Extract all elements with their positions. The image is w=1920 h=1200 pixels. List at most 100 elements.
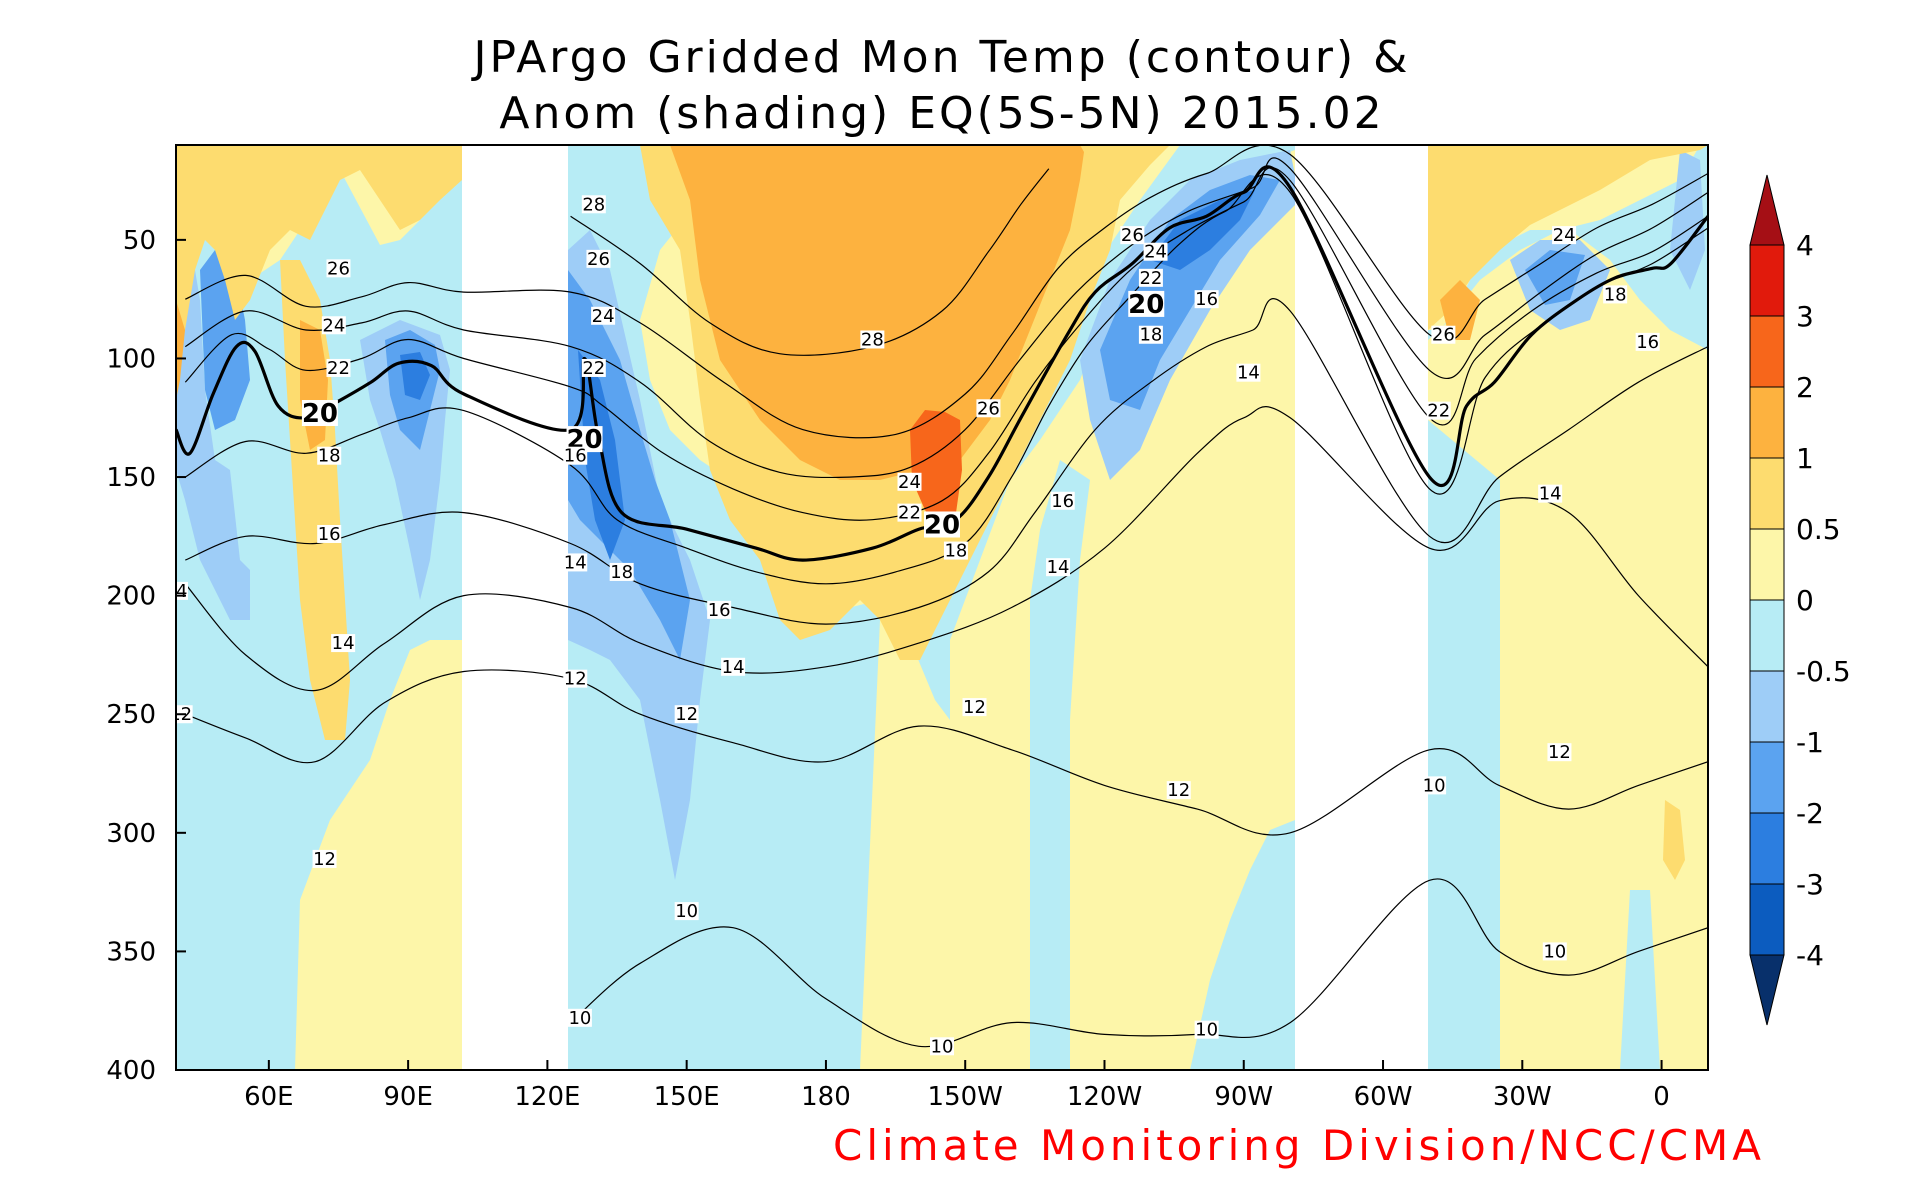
contour-line-16 <box>185 298 1708 625</box>
colorbar-level-label: 4 <box>1796 229 1814 262</box>
contour-label-bg <box>1138 325 1163 344</box>
missing-data-strip <box>462 145 568 1070</box>
contour-label-bg <box>1542 942 1567 961</box>
colorbar-level-label: 2 <box>1796 371 1814 404</box>
contour-label-bg <box>707 600 732 619</box>
missing-data-strip <box>1295 145 1428 1070</box>
contour-label: 10 <box>1543 941 1566 962</box>
contour-line-26 <box>185 145 1708 439</box>
colorbar-box <box>1749 741 1785 814</box>
colorbar-box <box>1749 244 1785 317</box>
colorbar-box <box>1749 315 1785 388</box>
contour-label-bg <box>326 259 351 278</box>
contour-label-bg <box>897 503 922 522</box>
temperature-contours <box>176 145 1708 1048</box>
contour-label: 14 <box>1237 363 1260 384</box>
anomaly-patch <box>1080 145 1170 200</box>
x-tick-label: 90E <box>383 1082 433 1112</box>
contour-label: 18 <box>1604 284 1627 305</box>
contour-label: 14 <box>332 633 355 654</box>
y-tick-label: 350 <box>106 937 156 967</box>
contour-label-bg <box>943 541 968 560</box>
y-tick-label: 400 <box>106 1056 156 1086</box>
contour-label: 10 <box>1195 1020 1218 1041</box>
anomaly-patch <box>1440 280 1480 340</box>
contour-line-20 <box>176 165 1708 562</box>
contour-label: 18 <box>1139 325 1162 346</box>
y-tick-label: 300 <box>106 819 156 849</box>
contour-label-bg <box>1547 743 1572 762</box>
contour-line-24 <box>184 157 1708 479</box>
contour-label: 12 <box>1167 780 1190 801</box>
contour-label: 12 <box>313 849 336 870</box>
anomaly-patch <box>176 300 185 400</box>
anomaly-patch <box>1100 175 1280 410</box>
x-tick-label: 150W <box>928 1082 1003 1112</box>
anomaly-patch <box>1150 190 1255 270</box>
x-tick-label: 120E <box>514 1082 580 1112</box>
contour-label-bg <box>331 634 356 653</box>
colorbar-box <box>1749 883 1785 956</box>
contour-label-bg <box>1236 363 1261 382</box>
contour-label: 28 <box>861 329 884 350</box>
contour-label-bg <box>1194 290 1219 309</box>
y-tick-label: 250 <box>106 700 156 730</box>
contour-label-bg <box>860 330 885 349</box>
contour-label-bg <box>1431 325 1456 344</box>
x-tick-label: 60E <box>244 1082 294 1112</box>
contour-line-14 <box>184 406 1708 692</box>
contour-label-bg <box>924 511 960 538</box>
contour-label-bg <box>609 562 634 581</box>
contour-label: 20 <box>924 510 960 540</box>
contour-label-bg <box>563 446 588 465</box>
contour-label-bg <box>930 1037 954 1056</box>
colorbar-box <box>1749 528 1785 601</box>
anomaly-patch <box>1190 820 1295 1070</box>
y-tick-label: 50 <box>123 226 156 256</box>
anomaly-patch <box>280 260 350 740</box>
contour-label-bg <box>586 249 611 268</box>
contour-label: 16 <box>1636 332 1659 353</box>
contour-label-bg <box>321 316 346 335</box>
contour-line-10 <box>570 878 1708 1048</box>
contour-label-bg <box>312 849 337 868</box>
contour-label: 14 <box>1047 557 1070 578</box>
colorbar-box <box>1749 457 1785 530</box>
colorbar-level-label: 3 <box>1796 300 1814 333</box>
contour-line-28 <box>570 168 1050 356</box>
x-tick-label: 120W <box>1067 1082 1142 1112</box>
anomaly-patch <box>176 230 250 620</box>
anomaly-patch <box>910 410 962 530</box>
contour-label: 12 <box>1548 742 1571 763</box>
contour-label-bg <box>563 553 588 572</box>
contour-label: 20 <box>1128 290 1164 320</box>
credit-text: Climate Monitoring Division/NCC/CMA <box>833 1121 1765 1170</box>
anomaly-patch <box>1428 420 1500 1070</box>
contour-line-12 <box>185 669 1708 836</box>
contour-label-bg <box>1138 268 1163 287</box>
contour-label-bg <box>674 902 699 921</box>
contour-label: 18 <box>610 562 633 583</box>
x-axis: 60E 90E 120E 150E 180 150W 120W 90W 60W 30W 0 <box>244 1060 1670 1112</box>
anomaly-patch <box>1030 460 1090 1070</box>
contour-label-bg <box>1422 776 1447 795</box>
y-axis: 50 100 150 200 250 300 350 400 <box>106 226 186 1086</box>
contour-label-bg <box>1143 242 1168 261</box>
contour-label: 22 <box>582 358 605 379</box>
contour-label-bg <box>317 446 342 465</box>
contour-label-bg <box>326 358 351 377</box>
contour-label: 26 <box>587 249 610 270</box>
anomaly-patch <box>176 145 462 380</box>
contour-label: 24 <box>322 315 345 336</box>
colorbar-min-triangle <box>1749 954 1785 1026</box>
contour-label-bg <box>581 195 606 214</box>
contour-label: 10 <box>675 901 698 922</box>
x-tick-label: 180 <box>801 1082 851 1112</box>
anomaly-patch <box>1663 800 1685 880</box>
contour-label: 14 <box>564 552 587 573</box>
contour-label: 16 <box>318 524 341 545</box>
contour-label-bg <box>674 705 699 724</box>
